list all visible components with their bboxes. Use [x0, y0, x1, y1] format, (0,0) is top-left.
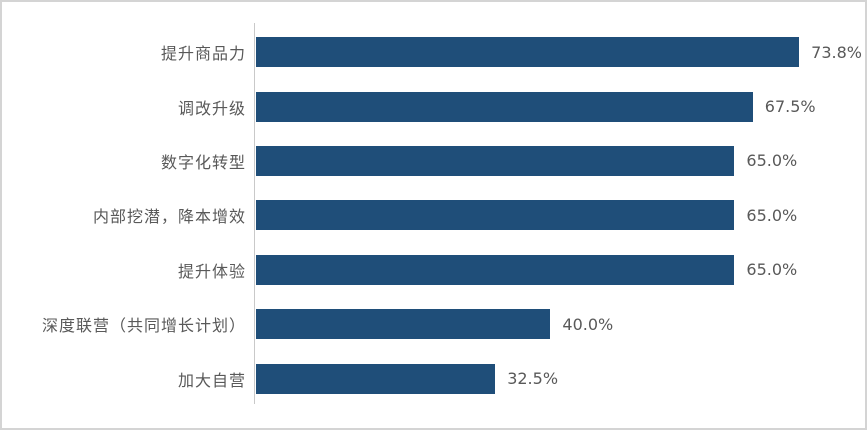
- bar-track: 65.0%: [254, 134, 865, 188]
- category-label: 深度联营（共同增长计划）: [41, 316, 246, 336]
- bar: [256, 254, 735, 285]
- bar: [256, 37, 800, 68]
- category-label: 加大自营: [177, 370, 246, 390]
- chart-row: 加大自营 32.5%: [2, 351, 865, 405]
- value-label: 65.0%: [746, 151, 798, 171]
- category-label: 内部挖潜，降本增效: [92, 207, 246, 227]
- value-label: 73.8%: [811, 42, 862, 62]
- chart-rows: 提升商品力 73.8% 调改升级 67.5% 数字化转型 65.0% 内部挖潜，降本增效 65…: [2, 25, 865, 406]
- value-label: 67.5%: [764, 97, 816, 117]
- bar-track: 65.0%: [254, 243, 865, 297]
- bar: [256, 145, 735, 176]
- chart-row: 数字化转型 65.0%: [2, 134, 865, 188]
- bar: [256, 309, 551, 340]
- bar: [256, 363, 496, 394]
- category-label: 数字化转型: [160, 152, 246, 172]
- chart-row: 提升商品力 73.8%: [2, 25, 865, 79]
- bar-track: 65.0%: [254, 188, 865, 242]
- value-label: 40.0%: [562, 314, 614, 334]
- bar-track: 40.0%: [254, 297, 865, 351]
- value-label: 32.5%: [507, 369, 559, 389]
- category-label: 提升体验: [177, 261, 246, 281]
- value-label: 65.0%: [746, 205, 798, 225]
- category-label: 调改升级: [177, 98, 246, 118]
- category-label: 提升商品力: [160, 44, 246, 64]
- bar: [256, 200, 735, 231]
- bar-track: 32.5%: [254, 351, 865, 405]
- y-axis-line: [254, 23, 255, 404]
- value-label: 65.0%: [746, 260, 798, 280]
- bar-track: 67.5%: [254, 79, 865, 133]
- chart-row: 内部挖潜，降本增效 65.0%: [2, 188, 865, 242]
- bar-track: 73.8%: [254, 25, 865, 79]
- chart-row: 提升体验 65.0%: [2, 243, 865, 297]
- chart-row: 调改升级 67.5%: [2, 79, 865, 133]
- bar: [256, 91, 753, 122]
- chart-row: 深度联营（共同增长计划） 40.0%: [2, 297, 865, 351]
